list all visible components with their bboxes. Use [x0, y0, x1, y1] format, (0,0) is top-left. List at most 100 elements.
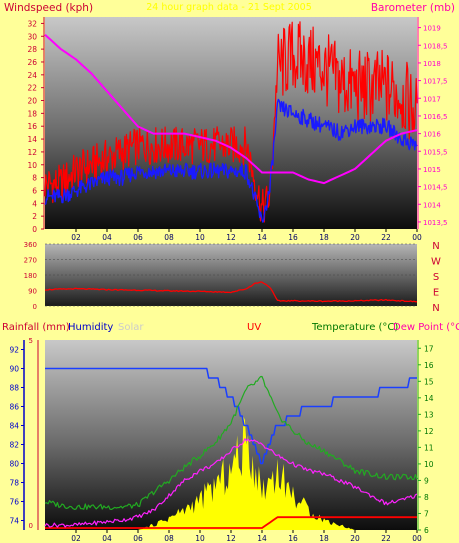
direction-axis-label: 0 — [33, 303, 37, 311]
direction-axis-label: 270 — [24, 257, 37, 265]
temperature-axis-label: 12 — [424, 427, 434, 436]
wind-x-tick-label: 20 — [350, 233, 360, 242]
temp-x-tick-label: 04 — [102, 534, 112, 543]
rain-axis-label: 5 — [29, 337, 33, 345]
humidity-axis-label: 84 — [9, 422, 19, 431]
temperature-line — [44, 375, 418, 510]
temperature-axis-label: 11 — [424, 443, 434, 452]
barometer-axis-label: 1016 — [423, 131, 441, 139]
solar-area — [45, 416, 417, 530]
chart-title: 24 hour graph data - 21 Sept 2005 — [146, 2, 312, 13]
rainfall-line — [45, 516, 417, 529]
direction-compass-label: E — [433, 288, 439, 299]
wind-axis-label: 2 — [32, 212, 37, 221]
direction-axis-label: 360 — [24, 241, 37, 249]
wind-x-tick-label: 18 — [319, 233, 329, 242]
barometer-axis-label: 1018,5 — [423, 42, 448, 50]
wind-x-tick-label: 12 — [226, 233, 236, 242]
temp-x-tick-label: 14 — [257, 534, 267, 543]
wind-x-tick-label: 00 — [412, 233, 422, 242]
humidity-axis-label: 80 — [9, 460, 19, 469]
barometer-line — [44, 33, 418, 185]
wind-axis-label: 18 — [27, 109, 37, 118]
humidity-axis-label: 74 — [9, 517, 19, 526]
direction-axis-label: 180 — [24, 272, 37, 280]
direction-compass-label: N — [432, 241, 439, 252]
wind-x-tick-label: 02 — [71, 233, 81, 242]
wind-axis-label: 32 — [27, 19, 37, 28]
legend-solar: Solar — [118, 322, 144, 333]
humidity-axis-label: 90 — [9, 365, 19, 374]
barometer-axis-label: 1018 — [423, 60, 441, 68]
humidity-axis-label: 86 — [9, 403, 19, 412]
humidity-axis-label: 78 — [9, 479, 19, 488]
temp-x-tick-label: 22 — [381, 534, 391, 543]
rain-axis-label: 0 — [29, 522, 33, 530]
barometer-axis-label: 1015 — [423, 166, 441, 174]
wind-axis-label: 6 — [32, 186, 37, 195]
wind-average-line — [44, 98, 418, 223]
temperature-axis-label: 7 — [424, 509, 429, 518]
wind-axis-label: 30 — [27, 32, 37, 41]
temp-x-tick-label: 20 — [350, 534, 360, 543]
legend-uv: UV — [247, 322, 261, 333]
wind-axis-label: 28 — [27, 45, 37, 54]
dewpoint-line — [44, 438, 418, 528]
wind-x-tick-label: 08 — [164, 233, 174, 242]
wind-axis-label: 22 — [27, 84, 37, 93]
wind-axis-label: 20 — [27, 97, 37, 106]
legend-temperature: Temperature (°C) — [311, 322, 398, 333]
barometer-title: Barometer (mb) — [371, 2, 455, 14]
direction-compass-label: W — [431, 257, 441, 268]
wind-x-tick-label: 22 — [381, 233, 391, 242]
barometer-axis-label: 1015,5 — [423, 148, 448, 156]
windspeed-title: Windspeed (kph) — [4, 2, 93, 14]
temperature-axis-label: 17 — [424, 344, 434, 353]
temp-x-tick-label: 00 — [412, 534, 422, 543]
wind-axis-label: 4 — [32, 199, 37, 208]
humidity-line — [45, 367, 417, 465]
temperature-axis-label: 13 — [424, 410, 434, 419]
temperature-axis-label: 6 — [424, 526, 429, 535]
temperature-axis-label: 15 — [424, 377, 434, 386]
barometer-axis-label: 1017,5 — [423, 78, 448, 86]
wind-x-tick-label: 04 — [102, 233, 112, 242]
temp-x-tick-label: 06 — [133, 534, 143, 543]
temp-x-tick-label: 16 — [288, 534, 298, 543]
temperature-axis-label: 14 — [424, 394, 434, 403]
barometer-axis-label: 1017 — [423, 95, 441, 103]
legend-humidity: Humidity — [68, 322, 113, 333]
direction-line — [44, 281, 418, 303]
wind-x-tick-label: 10 — [195, 233, 205, 242]
barometer-axis-label: 1019 — [423, 25, 441, 33]
barometer-axis-label: 1016,5 — [423, 113, 448, 121]
temperature-axis-label: 8 — [424, 493, 429, 502]
barometer-axis-label: 1014 — [423, 201, 441, 209]
wind-axis-label: 0 — [32, 225, 37, 234]
temperature-axis-label: 9 — [424, 476, 429, 485]
legend-dewpoint: Dew Point (°C) — [393, 322, 459, 333]
humidity-axis-label: 92 — [9, 346, 19, 355]
humidity-axis-label: 82 — [9, 441, 19, 450]
legend-rainfall: Rainfall (mm) — [2, 322, 70, 333]
direction-compass-label: N — [432, 303, 439, 314]
wind-axis-label: 10 — [27, 161, 37, 170]
wind-axis-label: 12 — [27, 148, 37, 157]
wind-x-tick-label: 16 — [288, 233, 298, 242]
humidity-axis-label: 76 — [9, 498, 19, 507]
temp-x-tick-label: 08 — [164, 534, 174, 543]
barometer-axis-label: 1013,5 — [423, 219, 448, 227]
temperature-axis-label: 16 — [424, 361, 434, 370]
temp-x-tick-label: 12 — [226, 534, 236, 543]
temp-x-tick-label: 02 — [71, 534, 81, 543]
barometer-axis-label: 1014,5 — [423, 184, 448, 192]
temp-x-tick-label: 10 — [195, 534, 205, 543]
temperature-axis-label: 10 — [424, 460, 434, 469]
wind-axis-label: 24 — [27, 71, 37, 80]
temp-x-tick-label: 18 — [319, 534, 329, 543]
direction-compass-label: S — [433, 272, 439, 283]
wind-x-tick-label: 14 — [257, 233, 267, 242]
wind-axis-label: 16 — [27, 122, 37, 131]
